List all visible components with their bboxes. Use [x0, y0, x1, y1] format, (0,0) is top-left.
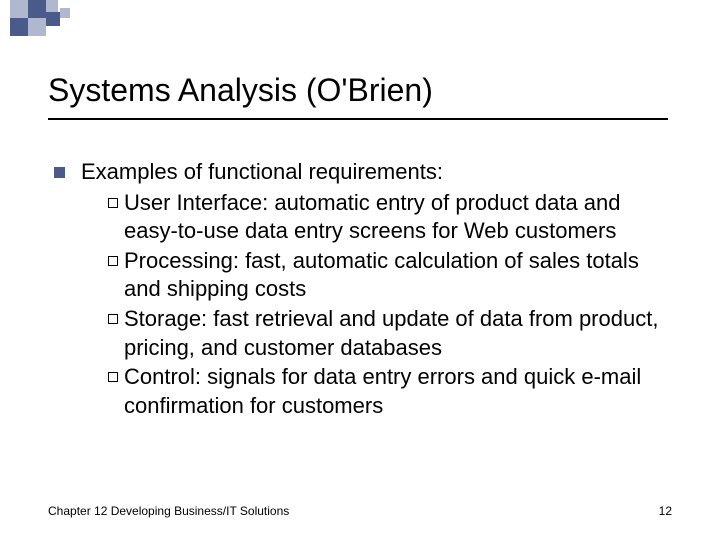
decor-square: [28, 0, 46, 18]
title-underline: [48, 118, 668, 120]
square-bullet-icon: [54, 167, 65, 178]
sub-bullet-label: User Interface:: [124, 190, 268, 215]
decor-square: [46, 12, 60, 26]
sub-bullet-row: Processing: fast, automatic calculation …: [108, 247, 666, 304]
decor-square: [46, 0, 58, 12]
sub-bullet-row: Control: signals for data entry errors a…: [108, 363, 666, 420]
footer-page-number: 12: [659, 504, 672, 518]
sub-bullet-label: Storage:: [124, 306, 207, 331]
corner-decoration: [0, 0, 720, 40]
main-bullet-text: Examples of functional requirements:: [81, 159, 443, 184]
sub-bullet-text: User Interface: automatic entry of produ…: [124, 189, 666, 246]
main-bullet-row: Examples of functional requirements: Use…: [54, 158, 666, 421]
sub-bullet-rest: signals for data entry errors and quick …: [124, 364, 641, 418]
sub-bullet-text: Control: signals for data entry errors a…: [124, 363, 666, 420]
sub-bullet-label: Control:: [124, 364, 201, 389]
slide-content: Examples of functional requirements: Use…: [54, 158, 666, 421]
decor-square: [10, 18, 28, 36]
sub-bullet-row: User Interface: automatic entry of produ…: [108, 189, 666, 246]
sub-bullet-text: Storage: fast retrieval and update of da…: [124, 305, 666, 362]
hollow-square-bullet-icon: [108, 198, 118, 208]
sub-bullet-label: Processing:: [124, 248, 239, 273]
sub-bullet-row: Storage: fast retrieval and update of da…: [108, 305, 666, 362]
decor-square: [10, 0, 28, 18]
footer-chapter: Chapter 12 Developing Business/IT Soluti…: [48, 504, 289, 518]
sub-bullet-text: Processing: fast, automatic calculation …: [124, 247, 666, 304]
slide-title: Systems Analysis (O'Brien): [48, 72, 433, 109]
hollow-square-bullet-icon: [108, 372, 118, 382]
decor-square: [60, 8, 70, 18]
hollow-square-bullet-icon: [108, 256, 118, 266]
hollow-square-bullet-icon: [108, 314, 118, 324]
decor-square: [28, 18, 46, 36]
